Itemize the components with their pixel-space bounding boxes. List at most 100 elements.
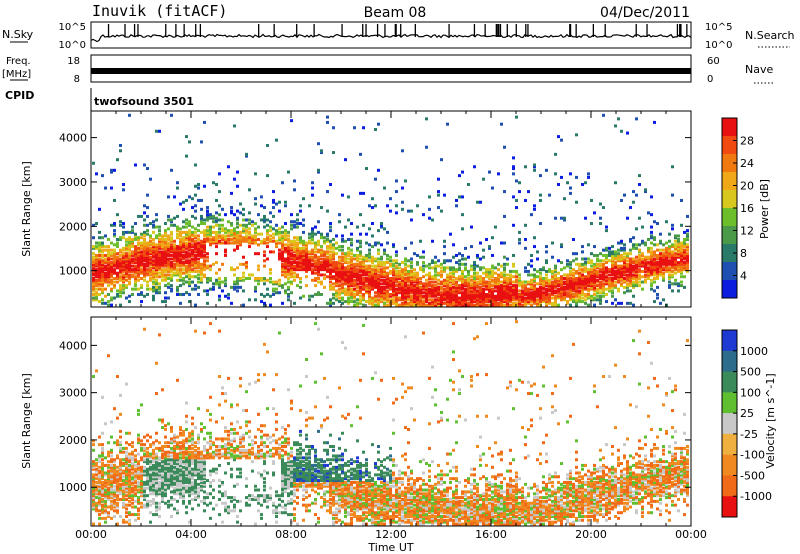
rti-cell bbox=[680, 241, 683, 245]
rti-cell bbox=[350, 275, 353, 279]
rti-cell bbox=[95, 477, 98, 481]
rti-cell bbox=[194, 216, 197, 220]
rti-cell bbox=[299, 266, 302, 270]
rti-cell bbox=[257, 277, 260, 281]
rti-cell bbox=[656, 261, 659, 265]
rti-cell bbox=[272, 214, 275, 218]
rti-cell bbox=[140, 501, 143, 505]
rti-cell bbox=[326, 237, 329, 241]
rti-cell bbox=[554, 269, 557, 273]
rti-cell bbox=[392, 245, 395, 249]
rti-cell bbox=[515, 269, 518, 273]
rti-cell bbox=[395, 300, 398, 304]
rti-cell bbox=[536, 292, 539, 296]
rti-cell bbox=[656, 264, 659, 268]
rti-cell bbox=[626, 278, 629, 282]
rti-cell bbox=[92, 280, 95, 284]
rti-cell bbox=[227, 234, 230, 238]
rti-cell bbox=[626, 269, 629, 273]
rti-cell bbox=[296, 257, 299, 261]
rti-cell bbox=[113, 494, 116, 498]
rti-cell bbox=[455, 300, 458, 304]
rti-cell bbox=[353, 296, 356, 300]
rti-cell bbox=[149, 287, 152, 291]
rti-cell bbox=[371, 268, 374, 272]
rti-cell bbox=[104, 494, 107, 498]
rti-cell bbox=[251, 237, 254, 241]
rti-cell bbox=[680, 259, 683, 263]
rti-cell bbox=[686, 245, 689, 249]
rti-cell bbox=[626, 266, 629, 270]
rti-cell bbox=[350, 277, 353, 281]
rti-cell bbox=[440, 280, 443, 284]
rti-cell bbox=[638, 250, 641, 254]
rti-cell bbox=[656, 243, 659, 247]
rti-cell bbox=[299, 250, 302, 254]
rti-cell bbox=[326, 115, 329, 119]
rti-cell bbox=[611, 280, 614, 284]
rti-cell bbox=[197, 257, 200, 261]
rti-cell bbox=[143, 255, 146, 259]
rti-cell bbox=[410, 303, 413, 307]
rti-cell bbox=[95, 480, 98, 484]
rti-cell bbox=[686, 257, 689, 261]
rti-cell bbox=[122, 232, 125, 236]
rti-cell bbox=[278, 227, 281, 231]
rti-cell bbox=[158, 261, 161, 265]
rti-cell bbox=[380, 298, 383, 302]
rti-cell bbox=[131, 252, 134, 256]
rti-cell bbox=[248, 188, 251, 192]
rti-cell bbox=[143, 243, 146, 247]
rti-cell bbox=[449, 298, 452, 302]
y-tick-label: 1000 bbox=[59, 265, 87, 278]
rti-cell bbox=[113, 262, 116, 266]
rti-cell bbox=[203, 245, 206, 249]
rti-cell bbox=[164, 291, 167, 295]
rti-cell bbox=[98, 259, 101, 263]
rti-cell bbox=[566, 291, 569, 295]
rti-cell bbox=[395, 298, 398, 302]
rti-cell bbox=[311, 227, 314, 231]
rti-cell bbox=[98, 494, 101, 498]
rti-cell bbox=[185, 271, 188, 275]
rti-cell bbox=[263, 237, 266, 241]
rti-cell bbox=[395, 250, 398, 254]
rti-cell bbox=[353, 292, 356, 296]
rti-cell bbox=[623, 252, 626, 256]
rti-cell bbox=[203, 243, 206, 247]
rti-cell bbox=[575, 282, 578, 286]
rti-cell bbox=[623, 280, 626, 284]
rti-cell bbox=[410, 291, 413, 295]
rti-cell bbox=[359, 301, 362, 305]
rti-cell bbox=[167, 234, 170, 238]
rti-cell bbox=[416, 278, 419, 282]
rti-cell bbox=[287, 170, 290, 174]
rti-cell bbox=[113, 505, 116, 509]
rti-cell bbox=[440, 269, 443, 273]
rti-cell bbox=[233, 239, 236, 243]
rti-cell bbox=[497, 296, 500, 300]
rti-cell bbox=[308, 257, 311, 261]
rti-cell bbox=[194, 250, 197, 254]
rti-cell bbox=[461, 303, 464, 307]
rti-cell bbox=[125, 479, 128, 483]
rti-cell bbox=[464, 292, 467, 296]
rti-cell bbox=[200, 252, 203, 256]
rti-cell bbox=[557, 135, 560, 139]
rti-cell bbox=[638, 216, 641, 220]
rti-cell bbox=[131, 513, 134, 517]
rti-cell bbox=[461, 257, 464, 261]
rti-cell bbox=[275, 291, 278, 295]
rti-cell bbox=[179, 227, 182, 231]
rti-cell bbox=[569, 298, 572, 302]
rti-cell bbox=[599, 296, 602, 300]
rti-cell bbox=[407, 264, 410, 268]
rti-cell bbox=[509, 303, 512, 307]
rti-cell bbox=[677, 264, 680, 268]
rti-cell bbox=[683, 239, 686, 243]
rti-cell bbox=[383, 268, 386, 272]
rti-cell bbox=[146, 214, 149, 218]
rti-cell bbox=[101, 450, 104, 454]
rti-cell bbox=[200, 250, 203, 254]
rti-cell bbox=[287, 250, 290, 254]
